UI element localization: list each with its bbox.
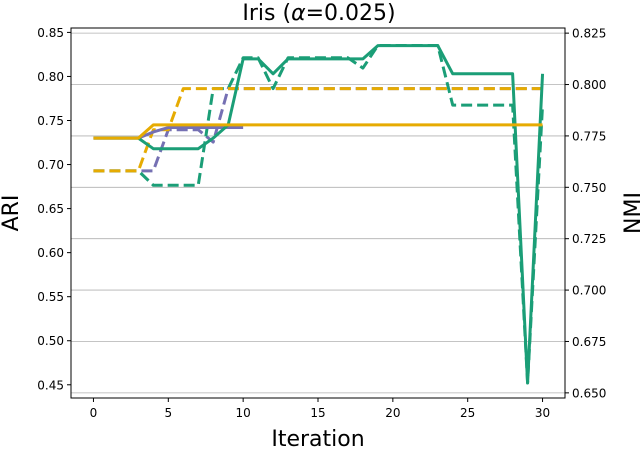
series-line-left-solid-2	[93, 44, 545, 385]
series-line-left-solid-0	[93, 123, 543, 140]
y-left-tick-label: 0.65	[37, 202, 64, 216]
chart-title: Iris (α=0.025)	[242, 1, 395, 26]
y-axis-left-label: ARI	[0, 195, 24, 232]
y-right-tick-label: 0.825	[572, 27, 606, 41]
x-axis-label: Iteration	[271, 427, 364, 451]
y-left-tick-label: 0.60	[37, 246, 64, 260]
y-right-tick-label: 0.775	[572, 129, 606, 143]
y-right-tick-label: 0.750	[572, 181, 606, 195]
y-left-tick-label: 0.55	[37, 290, 64, 304]
x-tick-label: 30	[535, 406, 550, 420]
y-axis-left: 0.45 0.50 0.55 0.60 0.65 0.70 0.75 0.80 0.85	[37, 26, 71, 392]
series-layer	[93, 43, 545, 385]
y-right-tick-label: 0.675	[572, 335, 606, 349]
x-tick-label: 15	[310, 406, 325, 420]
x-tick-label: 10	[236, 406, 251, 420]
series-line-right-dashed-5	[93, 43, 545, 385]
grid	[71, 32, 565, 394]
y-right-tick-label: 0.700	[572, 284, 606, 298]
x-tick-label: 25	[460, 406, 475, 420]
y-left-tick-label: 0.80	[37, 70, 64, 84]
y-left-tick-label: 0.45	[37, 378, 64, 392]
y-right-tick-label: 0.650	[572, 386, 606, 400]
y-left-tick-label: 0.85	[37, 26, 64, 40]
y-right-tick-label: 0.725	[572, 232, 606, 246]
x-axis: 0 5 10 15 20 25 30	[90, 398, 550, 420]
x-tick-label: 20	[385, 406, 400, 420]
series-line-right-dashed-3	[93, 87, 543, 173]
y-left-tick-label: 0.75	[37, 114, 64, 128]
x-tick-label: 0	[90, 406, 98, 420]
y-right-tick-label: 0.800	[572, 78, 606, 92]
x-tick-label: 5	[164, 406, 172, 420]
y-axis-right: 0.650 0.675 0.700 0.725 0.750 0.775 0.800 0.825	[565, 27, 606, 400]
y-axis-right-label: NMI	[621, 192, 644, 234]
y-left-tick-label: 0.70	[37, 158, 64, 172]
y-left-tick-label: 0.50	[37, 334, 64, 348]
plot-frame	[70, 27, 566, 399]
